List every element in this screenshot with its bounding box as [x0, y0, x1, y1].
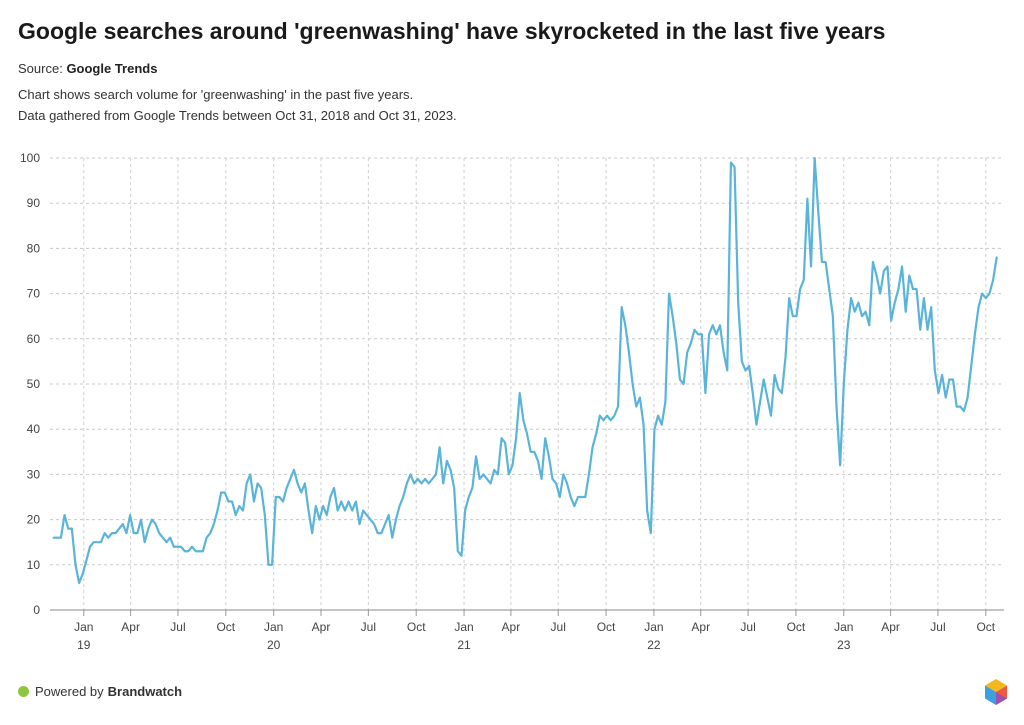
x-tick-label: Oct	[787, 620, 806, 634]
y-tick-label: 80	[27, 241, 41, 255]
y-tick-label: 10	[27, 558, 41, 572]
x-tick-label: Jul	[170, 620, 185, 634]
x-tick-label: Oct	[407, 620, 426, 634]
x-tick-label: Jan	[454, 620, 473, 634]
footer: Powered by Brandwatch	[18, 684, 182, 699]
y-tick-label: 20	[27, 513, 41, 527]
powered-by-label: Powered by	[35, 684, 104, 699]
x-tick-label: Apr	[691, 620, 710, 634]
x-tick-label: Jul	[740, 620, 755, 634]
x-tick-label: Jan	[834, 620, 853, 634]
status-dot-icon	[18, 686, 29, 697]
line-chart: 0 10 20 30 40 50 60 70 80 90 100 Jan 19 Apr Jul Oct Jan 2…	[20, 151, 1004, 652]
x-tick-label: Jan	[74, 620, 93, 634]
y-tick-label: 60	[27, 332, 41, 346]
x-tick-label: Jul	[361, 620, 376, 634]
description-line-1: Chart shows search volume for 'greenwash…	[18, 87, 414, 102]
x-tick-label: Jan	[264, 620, 283, 634]
x-tick-year-label: 22	[647, 638, 661, 652]
x-tick-label: Apr	[881, 620, 900, 634]
chart-title: Google searches around 'greenwashing' ha…	[18, 18, 886, 44]
x-tick-year-label: 19	[77, 638, 91, 652]
x-tick-label: Apr	[121, 620, 140, 634]
y-tick-label: 40	[27, 422, 41, 436]
x-tick-label: Jan	[644, 620, 663, 634]
x-tick-year-label: 21	[457, 638, 471, 652]
y-tick-label: 70	[27, 287, 41, 301]
x-tick-label: Apr	[312, 620, 331, 634]
brand-name: Brandwatch	[107, 684, 183, 699]
x-tick-label: Jul	[551, 620, 566, 634]
x-tick-label: Oct	[216, 620, 235, 634]
x-tick-label: Apr	[502, 620, 521, 634]
series-line	[52, 156, 998, 584]
chart-source: Source: Google Trends	[18, 61, 157, 76]
y-tick-label: 0	[33, 603, 40, 617]
y-tick-label: 30	[27, 467, 41, 481]
x-tick-year-label: 23	[837, 638, 851, 652]
description-line-2: Data gathered from Google Trends between…	[18, 108, 457, 123]
source-name: Google Trends	[66, 61, 158, 76]
x-tick-year-label: 20	[267, 638, 281, 652]
y-tick-label: 50	[27, 377, 41, 391]
brandwatch-logo-icon	[985, 679, 1007, 705]
source-label: Source:	[18, 61, 63, 76]
x-tick-label: Oct	[597, 620, 616, 634]
y-tick-label: 90	[27, 196, 41, 210]
y-tick-label: 100	[20, 151, 40, 165]
chart-description: Chart shows search volume for 'greenwash…	[18, 84, 457, 126]
x-tick-label: Jul	[930, 620, 945, 634]
x-tick-label: Oct	[976, 620, 995, 634]
